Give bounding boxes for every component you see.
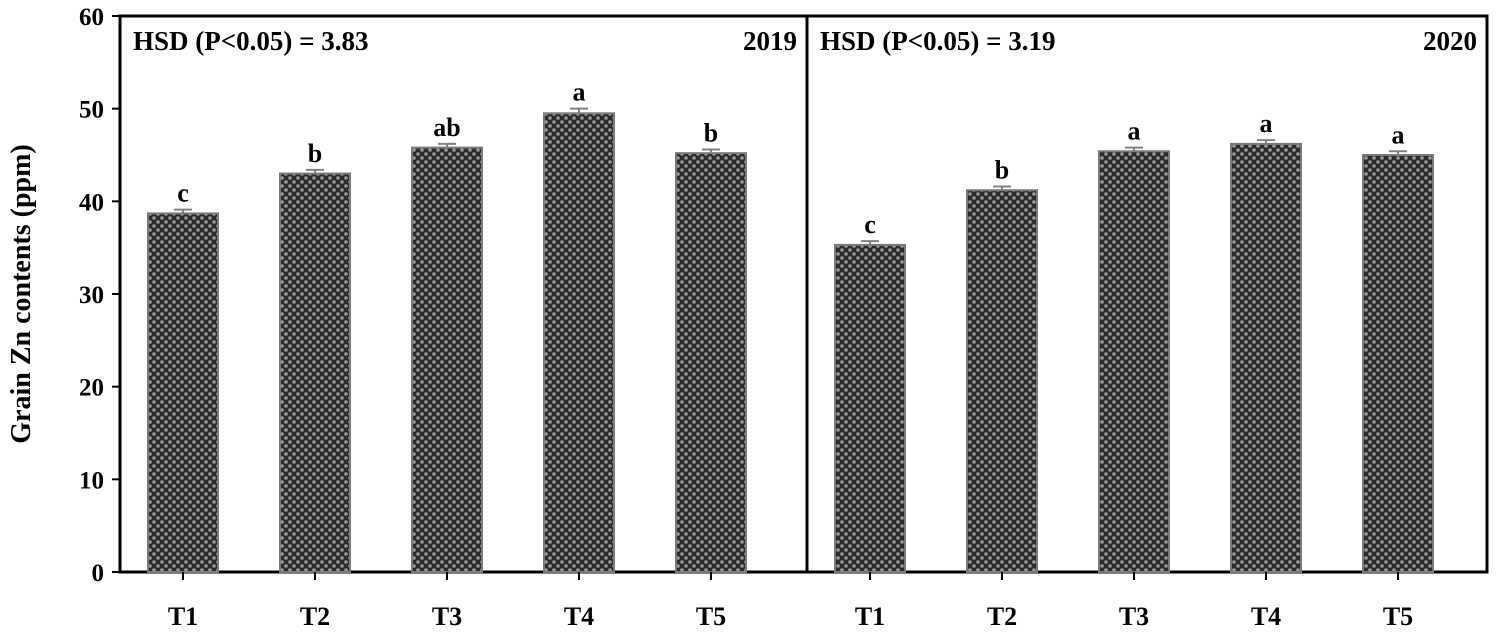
hsd-label-2019: HSD (P<0.05) = 3.83: [133, 26, 369, 56]
bar-2020-T1: [834, 243, 906, 574]
year-label-2019: 2019: [743, 26, 797, 56]
bar-2020-T4: [1230, 142, 1302, 573]
y-tick-label: 10: [79, 467, 104, 494]
sig-letter-2020-T4: a: [1260, 109, 1273, 138]
sig-letter-2020-T3: a: [1128, 117, 1141, 146]
sig-letter-2019-T3: ab: [433, 113, 460, 142]
x-tick-label-2020: T4: [1251, 602, 1281, 631]
y-tick-label: 30: [79, 282, 104, 309]
x-tick-label-2020: T1: [855, 602, 885, 631]
hsd-label-2020: HSD (P<0.05) = 3.19: [820, 26, 1056, 56]
x-tick-label-2020: T2: [987, 602, 1017, 631]
sig-letter-2019-T5: b: [704, 118, 718, 147]
x-tick-label-2019: T2: [300, 602, 330, 631]
y-tick-label: 60: [79, 4, 104, 31]
sig-letter-2020-T2: b: [995, 156, 1009, 185]
bar-2020-T2: [966, 189, 1038, 573]
y-tick-label: 40: [79, 189, 104, 216]
bar-2020-T3: [1098, 150, 1170, 573]
y-tick-label: 50: [79, 97, 104, 124]
year-label-2020: 2020: [1423, 26, 1477, 56]
x-tick-label-2020: T5: [1383, 602, 1413, 631]
x-tick-label-2019: T3: [432, 602, 462, 631]
sig-letter-2019-T1: c: [177, 179, 189, 208]
sig-letter-2019-T4: a: [573, 78, 586, 107]
y-tick-label: 0: [92, 560, 105, 587]
x-tick-label-2019: T4: [564, 602, 594, 631]
bar-2019-T3: [411, 146, 483, 573]
bar-2019-T2: [279, 172, 351, 574]
bar-2019-T5: [675, 152, 747, 573]
sig-letter-2020-T5: a: [1392, 120, 1405, 149]
bar-2019-T1: [147, 212, 219, 573]
y-axis-title: Grain Zn contents (ppm): [6, 144, 37, 443]
bar-2019-T4: [543, 112, 615, 574]
sig-letter-2020-T1: c: [864, 210, 876, 239]
y-tick-label: 20: [79, 375, 104, 402]
x-tick-label-2019: T1: [168, 602, 198, 631]
sig-letter-2019-T2: b: [308, 139, 322, 168]
x-tick-label-2019: T5: [696, 602, 726, 631]
bar-2020-T5: [1362, 154, 1434, 573]
x-tick-label-2020: T3: [1119, 602, 1149, 631]
